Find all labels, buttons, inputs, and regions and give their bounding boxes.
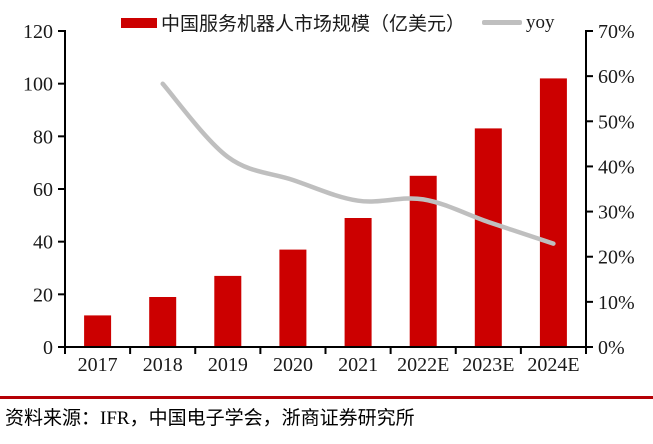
left-axis-tick-label: 40 <box>33 232 53 254</box>
line-series-swatch-icon <box>482 20 523 25</box>
right-axis-tick-label: 10% <box>598 292 635 314</box>
bar-2024E <box>539 78 567 348</box>
right-axis-tick-label: 50% <box>598 111 635 133</box>
left-axis-tick-label: 20 <box>33 284 53 306</box>
x-axis-tick-label: 2023E <box>462 354 514 376</box>
x-axis-tick-label: 2020 <box>273 354 313 376</box>
bar-series-swatch-icon <box>121 17 157 28</box>
right-axis-tick-label: 20% <box>598 247 635 269</box>
x-axis-tick-label: 2021 <box>338 354 378 376</box>
bar-2022E <box>409 175 437 347</box>
bar-2020 <box>279 249 307 347</box>
right-axis-tick-label: 30% <box>598 202 635 224</box>
left-axis-tick-label: 60 <box>33 179 53 201</box>
right-axis-tick-label: 40% <box>598 156 635 178</box>
bar-2018 <box>149 297 177 347</box>
bar-2019 <box>214 275 242 347</box>
legend-label-market-size: 中国服务机器人市场规模（亿美元） <box>161 14 466 35</box>
yoy-line <box>160 81 556 246</box>
x-axis-tick-label: 2022E <box>397 354 449 376</box>
left-axis-tick-label: 120 <box>23 21 53 43</box>
legend-item-market-size: 中国服务机器人市场规模（亿美元） <box>121 9 465 36</box>
bar-2021 <box>344 218 372 347</box>
right-axis-tick-label: 60% <box>598 66 635 88</box>
x-axis-tick-label: 2017 <box>78 354 118 376</box>
source-note: 资料来源：IFR，中国电子学会，浙商证券研究所 <box>5 408 415 429</box>
right-axis-tick-label: 70% <box>598 21 635 43</box>
bar-2023E <box>474 128 502 347</box>
legend-item-yoy: yoy <box>482 12 555 34</box>
right-axis-tick-label: 0% <box>598 337 625 359</box>
left-axis-tick-label: 100 <box>23 74 53 96</box>
x-axis-tick-label: 2018 <box>143 354 183 376</box>
combo-chart: 0 20 40 60 80 100 120 0% 10% 20% 30% 40% 50% 60% 70% 20… <box>23 9 635 377</box>
left-axis-tick-label: 0 <box>43 337 53 359</box>
chart-svg: 0 20 40 60 80 100 120 0% 10% 20% 30% 40% 50% 60% 70% 20… <box>23 21 635 376</box>
bar-2017 <box>84 315 112 347</box>
x-axis-tick-label: 2019 <box>208 354 248 376</box>
x-axis-tick-label: 2024E <box>527 354 579 376</box>
legend: 中国服务机器人市场规模（亿美元） yoy <box>121 9 555 36</box>
left-axis-tick-label: 80 <box>33 126 53 148</box>
legend-label-yoy: yoy <box>526 11 555 33</box>
red-divider-rule <box>0 396 653 399</box>
